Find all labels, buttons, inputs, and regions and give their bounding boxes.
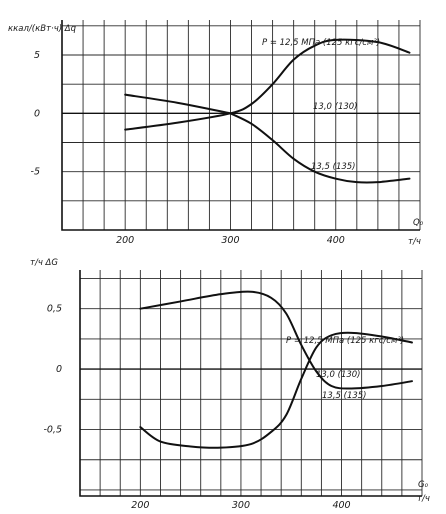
axis-frame [61, 20, 420, 231]
y-tick-label: -0,5 [43, 425, 62, 436]
panel-tag: Q₀ [413, 218, 424, 228]
x-tick-label: 200 [131, 500, 149, 511]
y-axis-label: т/ч ΔG [30, 258, 58, 268]
x-tick-label: 200 [116, 235, 134, 246]
y-tick-label: 0,5 [47, 304, 62, 315]
x-tick-label: 300 [221, 235, 239, 246]
series-label-130: 13,0 (130) [316, 370, 360, 380]
x-tick-label: 300 [232, 500, 250, 511]
x-tick-label: 400 [332, 500, 350, 511]
series-line [229, 112, 411, 184]
series-label-p125: P = 12,5 МПа (125 кгс/см²) [286, 336, 404, 346]
y-tick-label: 0 [56, 364, 62, 375]
series-line [139, 331, 413, 449]
grid [79, 270, 423, 497]
grid [61, 20, 421, 231]
series-label-135: 13,5 (135) [311, 162, 355, 172]
tick-labels: 200 300 400 5 0 -5 [31, 50, 345, 246]
chart-bottom: 200 300 400 0,5 0 -0,5 т/ч ΔG т/ч G₀ P = 12,5… [30, 258, 430, 511]
series-line [124, 38, 411, 131]
panel-tag: G₀ [418, 480, 429, 490]
series-label-130: 13,0 (130) [313, 102, 357, 112]
series-label-p125: P = 12,5 МПа (125 кгс/см²) [262, 38, 380, 48]
curves [124, 38, 411, 184]
y-axis-label: ккал/(кВт·ч) Δq [8, 24, 77, 34]
y-tick-label: 5 [34, 50, 40, 61]
x-tick-label: 400 [327, 235, 345, 246]
x-axis-label: т/ч [408, 237, 421, 247]
y-tick-label: 0 [34, 108, 40, 119]
series-line [124, 93, 232, 115]
axis-frame [79, 270, 422, 497]
tick-labels: 200 300 400 0,5 0 -0,5 [43, 304, 350, 511]
curves [139, 290, 413, 449]
x-axis-label: т/ч [417, 494, 430, 504]
y-tick-label: -5 [31, 167, 40, 178]
series-label-135: 13,5 (135) [322, 391, 366, 401]
series-line [139, 290, 413, 390]
chart-top: 200 300 400 5 0 -5 ккал/(кВт·ч) Δq т/ч Q₀ P =… [8, 20, 424, 247]
